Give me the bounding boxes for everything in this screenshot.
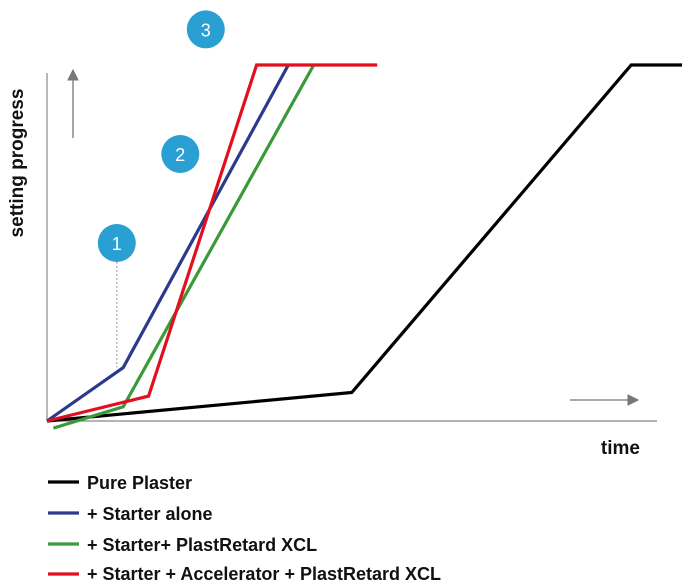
legend-item-pure-plaster: Pure Plaster [48,473,192,493]
annotation-marker-2-label: 2 [175,145,185,165]
series-line-starter-alone [46,64,290,423]
series-line-starter-plastretard [52,64,316,430]
legend-label-pure-plaster: Pure Plaster [87,473,192,493]
annotation-marker-2: 2 [161,135,200,173]
legend: Pure Plaster + Starter alone + Starter+ … [48,473,441,583]
annotation-marker-3-label: 3 [201,20,211,40]
y-axis-label: setting progress [7,89,28,238]
annotation-marker-1: 1 [97,224,136,262]
legend-label-starter-plastretard: + Starter+ PlastRetard XCL [87,535,317,555]
annotation-marker-3-circle [186,10,225,49]
legend-label-starter-alone: + Starter alone [87,504,213,524]
legend-item-starter-accelerator-plastretard: + Starter + Accelerator + PlastRetard XC… [48,564,441,583]
legend-label-starter-accelerator-plastretard: + Starter + Accelerator + PlastRetard XC… [87,564,441,583]
x-axis-label: time [601,438,640,459]
annotation-marker-1-label: 1 [112,234,122,254]
series-line-starter-accelerator-plastretard [46,63,378,423]
annotation-marker-1-circle [97,224,136,262]
legend-item-starter-alone: + Starter alone [48,504,213,524]
legend-item-starter-plastretard: + Starter+ PlastRetard XCL [48,535,317,555]
series-line-pure-plaster [46,63,682,423]
series-lines [46,63,682,430]
annotation-marker-3: 3 [186,10,225,49]
annotation-marker-2-circle [161,135,200,173]
